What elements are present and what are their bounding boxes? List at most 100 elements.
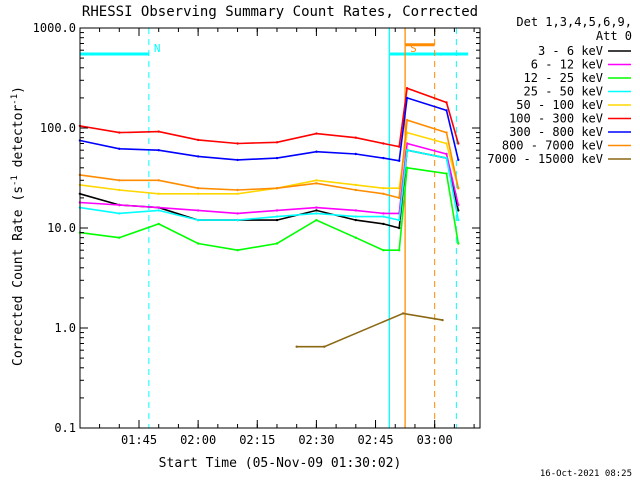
x-axis-label: Start Time (05-Nov-09 01:30:02) (159, 456, 402, 471)
series-point-6-2 (157, 149, 160, 152)
series-point-3-5 (275, 215, 279, 218)
series-point-1-1 (118, 203, 121, 207)
series-point-1-11 (445, 152, 448, 156)
series-point-2-5 (275, 242, 279, 245)
series-point-3-1 (118, 212, 121, 215)
x-tick-label-2: 02:15 (239, 433, 275, 447)
series-point-5-11 (445, 101, 448, 104)
series-point-2-12 (457, 242, 460, 245)
series-point-3-9 (398, 218, 401, 222)
series-point-3-10 (405, 149, 409, 152)
legend-label-2: 12 - 25 keV (524, 71, 603, 85)
series-point-2-4 (236, 249, 239, 252)
series-point-7-12 (457, 187, 460, 190)
series-line-8 (296, 312, 443, 348)
series-point-7-9 (398, 196, 401, 200)
series-point-1-3 (196, 209, 200, 212)
series-point-3-8 (382, 215, 385, 218)
series-point-5-2 (157, 130, 160, 133)
series-point-2-8 (382, 249, 385, 252)
series-point-5-6 (315, 132, 318, 135)
legend-header-1: Det 1,3,4,5,6,9, (516, 15, 632, 29)
series-point-2-7 (354, 236, 357, 239)
series-point-3-11 (445, 156, 448, 160)
series-point-3-7 (354, 215, 357, 218)
x-tick-label-5: 03:00 (417, 433, 453, 447)
series-point-4-2 (157, 192, 160, 195)
series-point-3-3 (196, 218, 200, 222)
series-point-5-5 (275, 141, 279, 144)
series-point-2-6 (315, 218, 318, 222)
chart-title: RHESSI Observing Summary Count Rates, Co… (82, 4, 478, 20)
series-point-0-8 (382, 222, 385, 226)
series-point-6-7 (354, 152, 357, 156)
series-point-4-7 (354, 183, 357, 187)
axes: 0.1 1.0 10.0 100.0 1000.0 01:45 02:00 02:15 02:3… (33, 21, 481, 447)
y-tick-label-2: 10.0 (47, 221, 76, 235)
series-point-8-1 (323, 345, 326, 348)
series-point-5-9 (398, 145, 401, 148)
legend-label-4: 50 - 100 keV (516, 98, 603, 112)
y-tick-label-4: 1000.0 (33, 21, 76, 35)
series-point-0-9 (398, 226, 401, 230)
series-point-6-9 (398, 159, 401, 162)
series-point-4-6 (315, 179, 318, 182)
series-point-7-6 (315, 182, 318, 185)
series-point-3-6 (315, 212, 318, 215)
series-point-5-7 (354, 136, 357, 139)
series-point-2-11 (445, 172, 448, 175)
series-point-7-3 (196, 187, 200, 190)
series-point-6-3 (196, 155, 200, 158)
flag-label-n: N (154, 42, 161, 55)
legend-label-1: 6 - 12 keV (531, 58, 603, 72)
y-tick-label-3: 100.0 (40, 121, 76, 135)
series-point-3-12 (457, 218, 460, 222)
flag-label-s: S (410, 42, 417, 55)
timestamp: 16-Oct-2021 08:25 (540, 469, 632, 479)
series-point-6-4 (236, 158, 239, 162)
series-point-6-5 (275, 156, 279, 160)
series-point-0-7 (354, 218, 357, 222)
series-point-3-4 (236, 218, 239, 222)
x-tick-label-0: 01:45 (121, 433, 157, 447)
x-tick-label-3: 02:30 (298, 433, 334, 447)
series-point-2-3 (196, 242, 200, 245)
series-point-7-8 (382, 192, 385, 195)
series-point-7-2 (157, 179, 160, 182)
series-point-7-7 (354, 188, 357, 192)
legend-label-7: 800 - 7000 keV (502, 139, 603, 153)
series-point-1-4 (236, 212, 239, 215)
series-point-8-0 (295, 345, 298, 348)
series-point-6-12 (457, 158, 460, 162)
series-point-3-2 (157, 209, 160, 212)
legend-label-3: 25 - 50 keV (524, 85, 603, 99)
series-point-1-6 (315, 206, 318, 209)
series-point-5-12 (457, 142, 460, 145)
series-point-6-1 (118, 147, 121, 150)
y-tick-label-1: 1.0 (54, 321, 76, 335)
series-point-4-4 (236, 192, 239, 195)
series-point-0-12 (457, 209, 460, 212)
series-point-0-6 (315, 209, 318, 212)
series-point-6-8 (382, 156, 385, 160)
series-point-2-1 (118, 236, 121, 239)
series-point-1-10 (405, 142, 409, 145)
series-point-2-2 (157, 222, 160, 226)
series-point-6-10 (405, 96, 409, 100)
series-point-6-6 (315, 150, 318, 153)
x-tick-label-4: 02:45 (357, 433, 393, 447)
series-point-8-3 (441, 318, 444, 322)
legend-label-5: 100 - 300 keV (509, 112, 603, 126)
series-point-7-11 (445, 131, 448, 134)
y-tick-label-0: 0.1 (54, 421, 76, 435)
series-point-2-10 (405, 166, 409, 169)
series-point-4-11 (445, 142, 448, 145)
series-point-7-5 (275, 187, 279, 190)
series-point-7-4 (236, 188, 239, 192)
y-axis-label: Corrected Count Rate (s-1 detector-1) (10, 86, 26, 366)
series-point-1-5 (275, 209, 279, 212)
legend-header-2: Att 0 (596, 29, 632, 43)
